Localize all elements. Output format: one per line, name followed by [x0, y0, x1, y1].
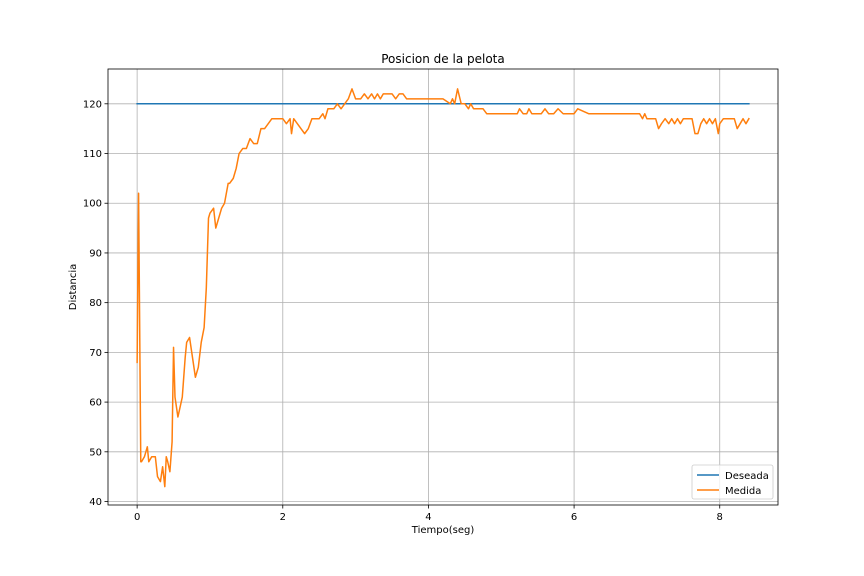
y-tick-label: 120 [83, 99, 102, 110]
y-axis-label: Distancia [68, 264, 79, 310]
series-lines [136, 88, 750, 488]
y-tick-label: 50 [89, 447, 102, 458]
y-tick-label: 70 [89, 348, 102, 359]
legend: Deseada Medida [691, 464, 774, 500]
axes-frame [107, 68, 779, 506]
y-tick-label: 100 [83, 199, 102, 210]
x-tick-label: 0 [134, 512, 140, 523]
y-tick-label: 90 [89, 248, 102, 259]
legend-label-deseada: Deseada [725, 471, 769, 482]
y-tick-label: 40 [89, 497, 102, 508]
legend-label-medida: Medida [725, 486, 761, 497]
y-tick-label: 60 [89, 398, 102, 409]
y-tick-label: 110 [83, 149, 102, 160]
y-tick-label: 80 [89, 298, 102, 309]
x-axis-label: Tiempo(seg) [411, 525, 475, 536]
x-tick-label: 8 [717, 512, 723, 523]
series-line-medida [136, 88, 750, 488]
x-tick-label: 4 [425, 512, 431, 523]
y-ticks: 40 50 60 70 80 90 100 110 120 [83, 99, 108, 508]
x-ticks: 0 2 4 6 8 [134, 505, 723, 523]
x-tick-label: 2 [280, 512, 286, 523]
chart-title: Posicion de la pelota [381, 52, 504, 66]
x-tick-label: 6 [571, 512, 577, 523]
